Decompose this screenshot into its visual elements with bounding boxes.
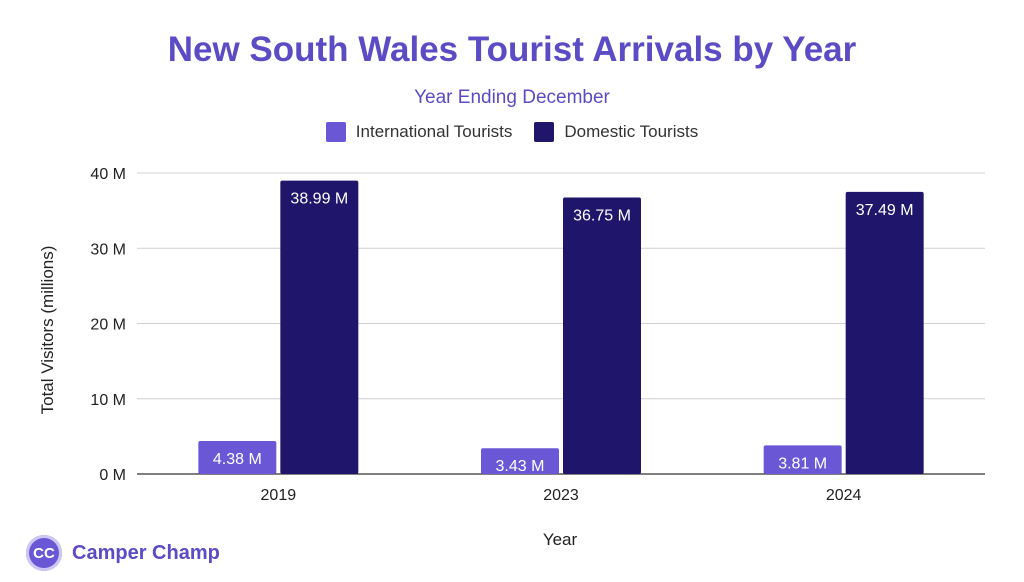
- y-tick-label: 20 M: [90, 317, 126, 334]
- legend-label-domestic: Domestic Tourists: [564, 122, 699, 141]
- bars: [198, 180, 924, 475]
- brand-logo-icon: CC: [26, 535, 62, 571]
- legend-swatch-international: [325, 122, 346, 142]
- x-tick-label: 2023: [543, 487, 579, 504]
- legend-swatch-domestic: [534, 122, 555, 142]
- x-tick-label: 2024: [826, 487, 862, 504]
- chart-legend: International Tourists Domestic Tourists: [0, 122, 1024, 142]
- bar-data-label: 38.99 M: [290, 191, 348, 208]
- y-axis-title: Total Visitors (millions): [38, 246, 57, 415]
- tick-labels: 0 M 10 M 20 M 30 M 40 M 4.38 M 38.99 M 2019 3.43…: [90, 166, 913, 504]
- y-tick-label: 0 M: [99, 467, 126, 484]
- bar-data-label: 4.38 M: [213, 451, 262, 468]
- bar-domestic-2023: [563, 197, 641, 475]
- legend-item-domestic: Domestic Tourists: [534, 122, 698, 142]
- bar-domestic-2019: [280, 180, 359, 474]
- bar-international-2024: [763, 445, 842, 474]
- chart-title: New South Wales Tourist Arrivals by Year: [167, 30, 857, 69]
- bar-international-2023: [481, 448, 559, 474]
- y-tick-label: 40 M: [90, 166, 126, 183]
- y-tick-label: 10 M: [90, 392, 126, 409]
- brand-logo: CC Camper Champ: [26, 535, 220, 571]
- bar-international-2019: [198, 441, 277, 474]
- bar-data-label: 3.81 M: [778, 455, 827, 472]
- legend-item-international: International Tourists: [325, 122, 513, 142]
- bar-data-label: 37.49 M: [856, 202, 914, 219]
- x-axis-title: Year: [543, 530, 578, 549]
- legend-label-international: International Tourists: [355, 122, 513, 141]
- x-tick-label: 2019: [261, 487, 297, 504]
- y-tick-label: 30 M: [90, 241, 126, 258]
- bar-domestic-2024: [845, 191, 924, 474]
- bar-data-label: 3.43 M: [496, 458, 545, 475]
- chart-subtitle: Year Ending December: [414, 87, 610, 108]
- grid-lines: [137, 172, 985, 475]
- brand-name: Camper Champ: [72, 541, 220, 564]
- bar-data-label: 36.75 M: [573, 207, 631, 224]
